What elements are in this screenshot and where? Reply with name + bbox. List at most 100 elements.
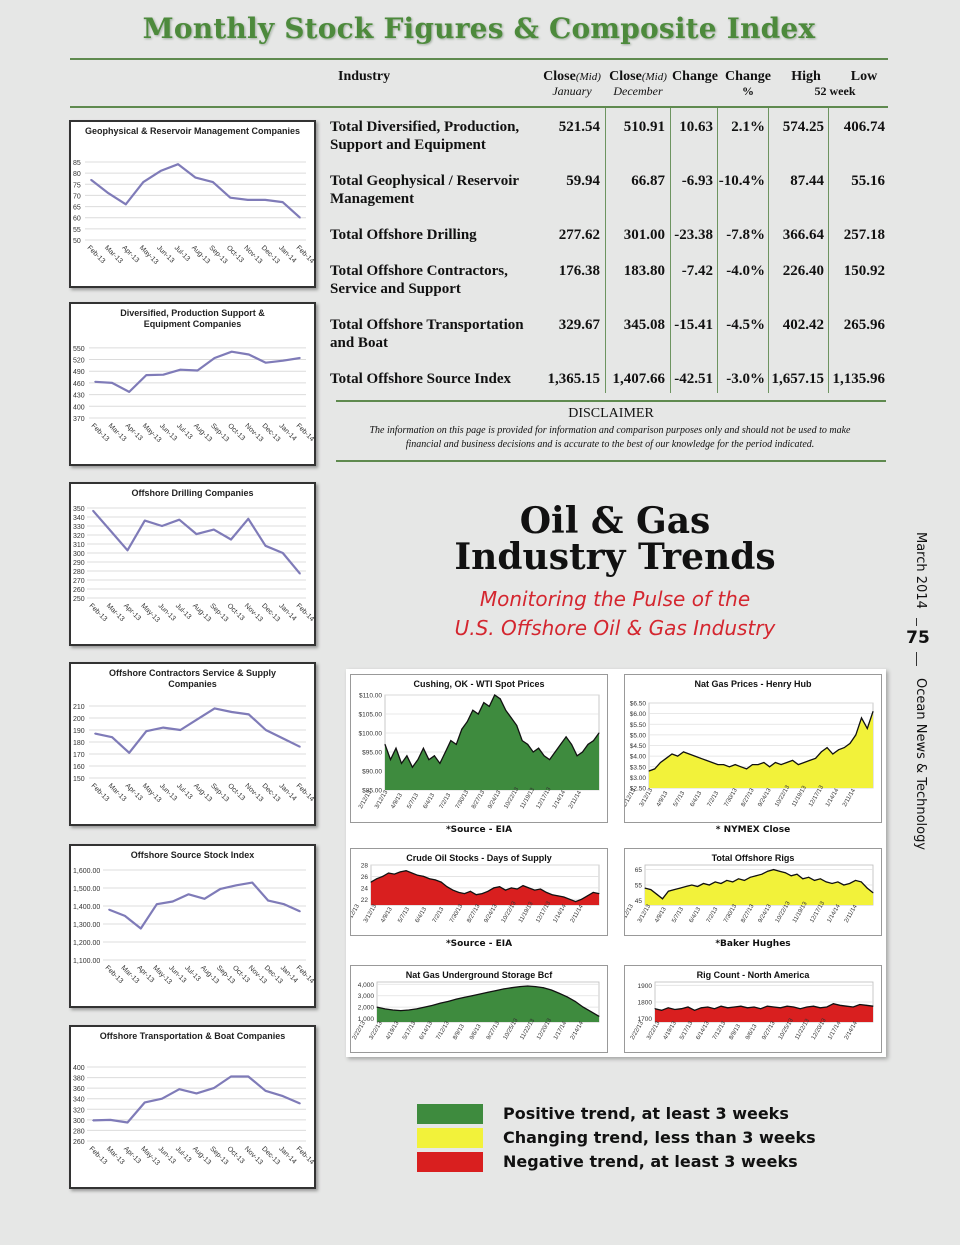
cell-low: 257.18 xyxy=(843,227,885,243)
data-point xyxy=(855,734,857,736)
series-area xyxy=(649,711,873,788)
data-point xyxy=(743,879,745,881)
y-tick-label: 160 xyxy=(73,764,85,771)
y-tick-label: 460 xyxy=(73,381,85,388)
x-tick-label: 3/22/13 xyxy=(369,1020,385,1041)
y-tick-label: 24 xyxy=(361,885,369,892)
data-point xyxy=(177,163,179,166)
y-tick-label: 22 xyxy=(361,897,369,904)
series-line xyxy=(370,870,600,903)
y-tick-label: 55 xyxy=(635,883,643,890)
data-point xyxy=(667,1007,669,1009)
data-point xyxy=(662,898,664,900)
row-name: Total Offshore Source Index xyxy=(330,371,511,387)
data-point xyxy=(859,1004,861,1005)
y-tick-label: 400 xyxy=(73,404,85,411)
chart-title: Offshore Transportation & Boat Companies xyxy=(100,1031,286,1041)
data-point xyxy=(720,1005,722,1007)
data-point xyxy=(749,876,751,878)
data-point xyxy=(769,766,771,768)
data-point xyxy=(510,887,512,889)
data-point xyxy=(145,730,148,732)
data-point xyxy=(535,986,537,988)
data-point xyxy=(727,1007,729,1009)
x-tick-label: 3/12/13 xyxy=(637,903,653,924)
data-point xyxy=(819,1007,821,1009)
data-point xyxy=(90,179,92,181)
y-tick-label: 190 xyxy=(73,728,85,735)
y-tick-label: 1800 xyxy=(638,1000,653,1007)
trends-subtitle-line1: Monitoring the Pulse of the xyxy=(479,587,751,611)
data-point xyxy=(111,736,113,738)
y-tick-label: 300 xyxy=(73,551,85,558)
trends-title-line1: Oil & Gas xyxy=(519,500,711,542)
data-point xyxy=(667,890,669,892)
y-tick-label: $6.00 xyxy=(630,711,647,718)
row-name: Total Geophysical / Reservoir Management xyxy=(330,173,519,207)
x-tick-label: Feb-14 xyxy=(295,602,314,623)
data-point xyxy=(659,762,661,763)
series-line xyxy=(648,711,874,772)
data-point xyxy=(494,694,496,696)
data-point xyxy=(388,872,390,874)
y-tick-label: 370 xyxy=(73,416,85,423)
data-point xyxy=(780,764,782,766)
data-point xyxy=(161,525,163,527)
x-tick-label: 7/30/13 xyxy=(455,789,471,810)
data-point xyxy=(521,740,523,742)
data-point xyxy=(452,889,454,891)
table-bottom-rule xyxy=(336,400,886,402)
y-tick-label: $105.00 xyxy=(359,712,383,719)
data-point xyxy=(760,1008,762,1010)
column-divider xyxy=(828,108,829,393)
data-point xyxy=(540,888,542,890)
y-tick-label: 360 xyxy=(73,1086,85,1093)
data-point xyxy=(705,759,707,761)
cell-high: 87.44 xyxy=(790,173,824,189)
x-tick-label: 4/19/13 xyxy=(663,1020,679,1041)
data-point xyxy=(230,1075,232,1078)
y-tick-label: 75 xyxy=(73,182,81,189)
data-point xyxy=(265,361,267,364)
data-point xyxy=(179,368,182,371)
side-rule-bottom xyxy=(916,652,917,666)
y-tick-label: $4.00 xyxy=(630,754,647,761)
x-tick-label: 2/12/13 xyxy=(351,903,361,924)
y-tick-label: 270 xyxy=(73,578,85,585)
data-point xyxy=(281,1095,284,1097)
x-tick-label: 2/12/13 xyxy=(625,787,638,808)
y-tick-label: 1700 xyxy=(638,1016,653,1023)
data-point xyxy=(471,995,473,997)
data-point xyxy=(866,728,868,729)
data-point xyxy=(522,885,524,887)
cell-change: -7.42 xyxy=(681,263,713,279)
data-point xyxy=(400,762,402,764)
data-point xyxy=(417,759,419,761)
y-tick-label: 550 xyxy=(73,346,85,353)
data-point xyxy=(677,755,679,757)
data-point xyxy=(433,755,435,757)
x-tick-label: 2/11/14 xyxy=(844,903,859,924)
x-tick-label: Apr-13 xyxy=(122,602,142,622)
chart-title: Diversified, Production Support & xyxy=(120,308,265,318)
x-tick-label: Mar-13 xyxy=(103,244,124,265)
data-point xyxy=(849,882,851,884)
data-point xyxy=(281,552,284,554)
y-tick-label: 65 xyxy=(73,205,81,212)
data-point xyxy=(187,893,190,896)
source-crude-stocks: *Source - EIA xyxy=(445,939,513,949)
data-point xyxy=(527,985,529,987)
data-point xyxy=(382,875,384,877)
x-tick-label: 8/27/13 xyxy=(740,903,756,924)
chart-rig-count: Rig Count - North America 1900 1800 1700 2/2… xyxy=(624,965,882,1053)
chart-offshore-transportation: Offshore Transportation & Boat Companies… xyxy=(69,1025,316,1189)
chart-diversified: Diversified, Production Support & Equipme… xyxy=(69,302,316,466)
x-tick-label: 7/12/13 xyxy=(436,1020,452,1041)
data-point xyxy=(792,759,794,761)
x-tick-label: 5/17/13 xyxy=(402,1020,418,1041)
chart-crude-stocks: Crude Oil Stocks - Days of Supply 28 26 24 2… xyxy=(346,848,608,936)
cell-low: 1,135.96 xyxy=(832,371,886,387)
data-point xyxy=(111,382,113,384)
y-tick-label: $5.00 xyxy=(630,732,647,739)
data-point xyxy=(219,888,222,890)
